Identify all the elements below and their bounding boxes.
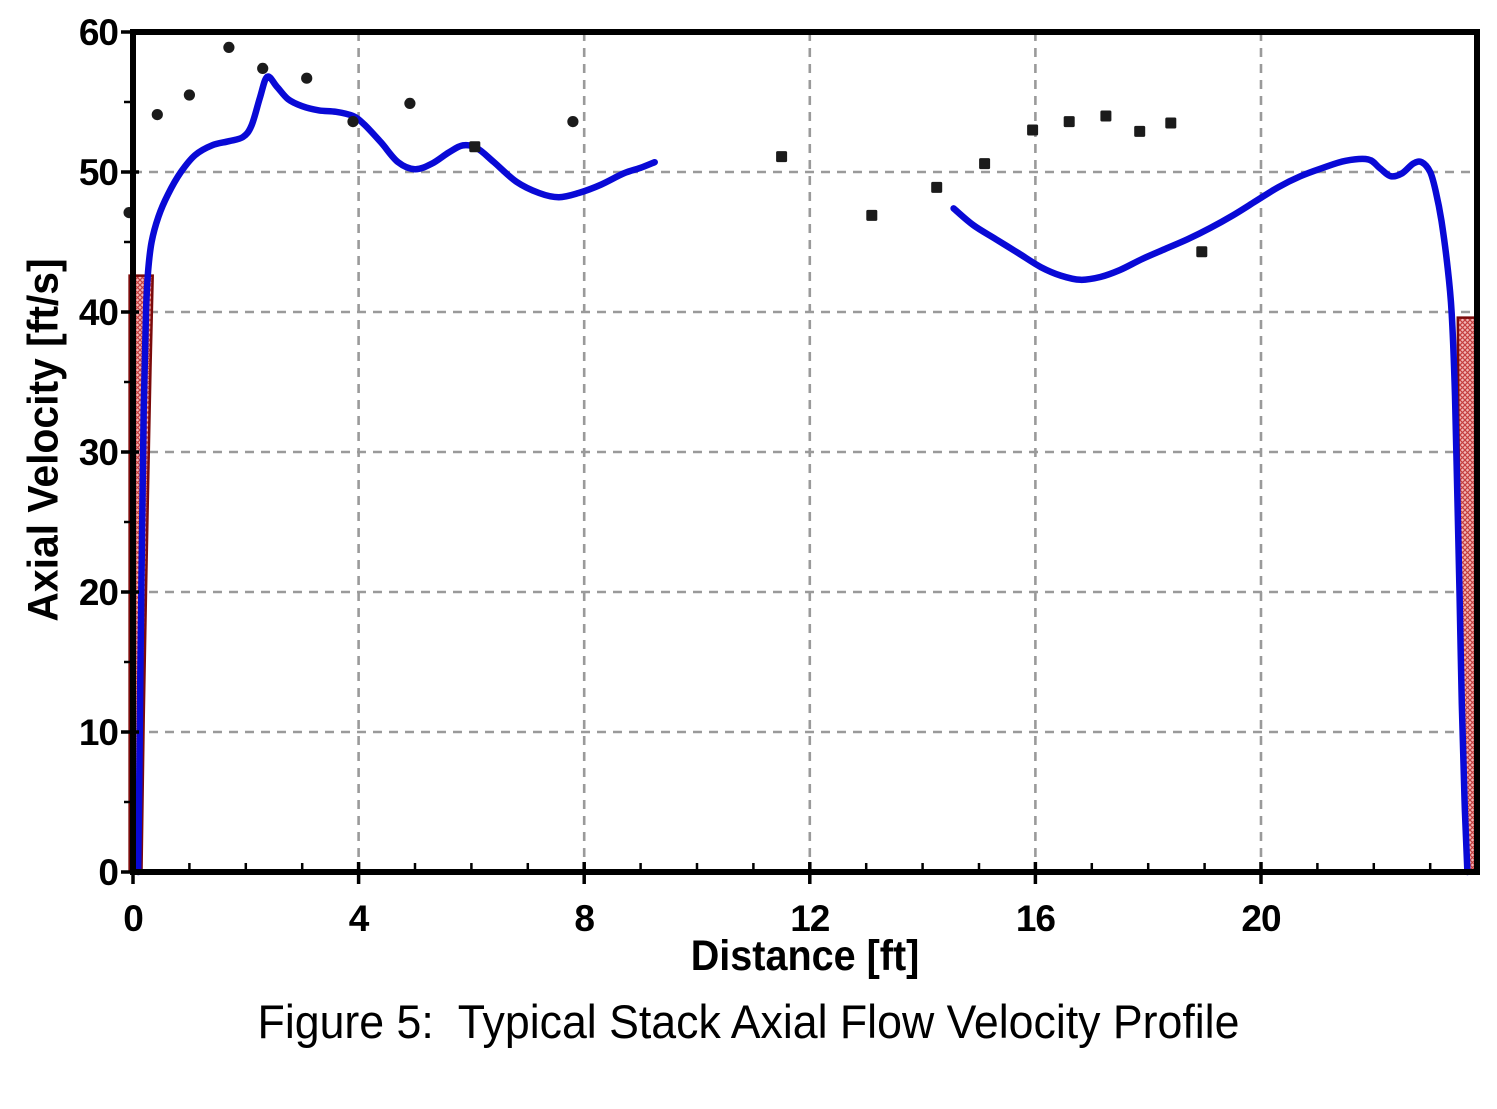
data-point-square [979, 158, 991, 170]
y-tick-label: 30 [79, 432, 119, 473]
data-point-square [1196, 246, 1208, 258]
y-tick-label: 50 [79, 152, 119, 193]
y-axis-title: Axial Velocity [ft/s] [19, 258, 68, 622]
profile-line-segment [134, 73, 658, 876]
data-point-circle [347, 116, 359, 128]
y-tick-label: 0 [98, 852, 118, 893]
data-point-circle [257, 62, 269, 74]
x-tick-label: 12 [790, 898, 830, 939]
x-tick-label: 0 [123, 898, 143, 939]
measurement-markers [123, 41, 1208, 258]
y-tick-label: 20 [79, 572, 119, 613]
profile-line-segment [950, 155, 1471, 876]
data-point-circle [183, 89, 195, 101]
x-tick-label: 16 [1016, 898, 1056, 939]
x-tick-label: 4 [349, 898, 370, 939]
data-point-circle [151, 109, 163, 121]
x-axis-title: Distance [ft] [690, 932, 920, 980]
y-tick-label: 40 [79, 292, 119, 333]
data-point-circle [223, 41, 235, 54]
data-point-square [469, 141, 481, 153]
x-tick-label: 8 [574, 898, 594, 939]
data-point-square [1134, 125, 1146, 137]
data-point-square [776, 151, 788, 163]
axis-ticks [121, 30, 1432, 884]
data-point-square [931, 181, 943, 193]
wall-regions [128, 274, 1479, 874]
figure-caption: Figure 5: Typical Stack Axial Flow Veloc… [257, 995, 1240, 1048]
y-tick-label: 60 [79, 12, 119, 53]
y-tick-label: 10 [79, 712, 119, 753]
data-point-square [866, 209, 878, 221]
data-point-circle [301, 72, 313, 84]
data-point-square [1165, 117, 1177, 129]
x-tick-label: 20 [1241, 898, 1281, 939]
velocity-profile-line [134, 73, 1471, 876]
data-point-square [1027, 124, 1039, 136]
data-point-circle [404, 97, 416, 109]
data-point-square [1100, 110, 1112, 122]
gridlines [133, 32, 1477, 872]
data-point-square [1063, 116, 1075, 128]
tick-labels: 0 4 8 12 16 20 0 10 20 30 40 50 60 [79, 12, 1282, 939]
data-point-circle [567, 116, 579, 128]
